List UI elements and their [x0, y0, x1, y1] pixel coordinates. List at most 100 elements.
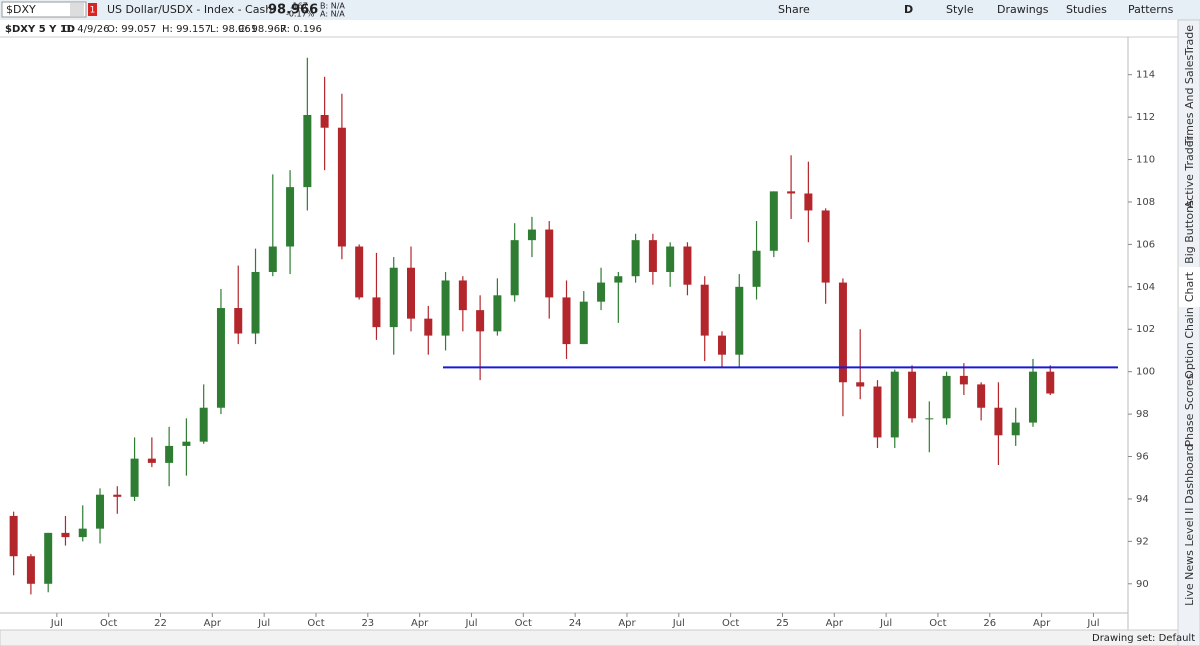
alert-count: 1: [90, 6, 96, 16]
side-tab[interactable]: Dashboard: [1183, 444, 1196, 504]
candle-body: [787, 191, 796, 194]
y-tick-label: 92: [1136, 536, 1149, 547]
description: US Dollar/USDX - Index - Cash: [107, 3, 272, 16]
drawing-set[interactable]: Drawing set: Default: [1092, 633, 1195, 644]
candle-body: [631, 240, 640, 277]
candle-body: [407, 267, 416, 319]
candle-body: [942, 375, 951, 419]
x-tick-label: 22: [154, 618, 167, 629]
candle-body: [147, 458, 156, 463]
candle-body: [61, 532, 70, 538]
candle-body: [251, 271, 260, 334]
info-range: R: 0.196: [280, 24, 322, 35]
side-tab-bar: [1177, 19, 1200, 646]
style-button[interactable]: Style: [946, 3, 974, 16]
x-tick-label: Oct: [722, 618, 739, 629]
candle-body: [977, 384, 986, 408]
candle-body: [320, 115, 329, 128]
candle-body: [441, 280, 450, 336]
y-tick-label: 94: [1136, 494, 1149, 505]
info-low: L: 98.961: [210, 24, 257, 35]
candle-body: [78, 528, 87, 538]
candle-body: [752, 250, 761, 287]
x-tick-label: Jul: [50, 618, 63, 629]
candle-body: [216, 308, 225, 408]
period-button[interactable]: D: [904, 3, 913, 16]
candle-body: [821, 210, 830, 283]
x-tick-label: 24: [569, 618, 582, 629]
candle-body: [890, 371, 899, 438]
candle-body: [26, 556, 35, 584]
side-tab[interactable]: Chart: [1183, 271, 1196, 302]
x-tick-label: 23: [361, 618, 374, 629]
side-tab[interactable]: Times And Sales: [1183, 55, 1196, 147]
candle-body: [597, 282, 606, 302]
x-tick-label: 25: [776, 618, 789, 629]
candle-body: [493, 295, 502, 332]
candle-body: [562, 297, 571, 345]
candle-body: [959, 375, 968, 385]
side-tab[interactable]: Phase Scores: [1183, 373, 1196, 446]
x-tick-label: 26: [983, 618, 996, 629]
dropdown[interactable]: [70, 3, 84, 16]
candle-body: [648, 240, 657, 272]
y-tick-label: 96: [1136, 452, 1149, 463]
studies-button[interactable]: Studies: [1066, 3, 1107, 16]
symbol-box[interactable]: [1, 1, 87, 18]
candle-body: [44, 532, 53, 584]
alert-badge[interactable]: [88, 3, 97, 16]
info-close: C: 98.967: [238, 24, 287, 35]
candle-body: [337, 127, 346, 247]
side-tab[interactable]: Option Chain: [1183, 307, 1196, 379]
candle-body: [1046, 371, 1055, 394]
change: .167: [290, 2, 308, 11]
side-tab[interactable]: Active Trader: [1183, 135, 1196, 208]
info-date: D: 4/9/26: [63, 24, 109, 35]
candle-body: [994, 407, 1003, 436]
share-button[interactable]: Share: [778, 3, 810, 16]
x-tick-label: Oct: [929, 618, 946, 629]
drawings-button[interactable]: Drawings: [997, 3, 1049, 16]
candle-body: [182, 441, 191, 446]
x-tick-label: Oct: [307, 618, 324, 629]
y-tick-label: 114: [1136, 70, 1155, 81]
candle-body: [389, 267, 398, 328]
candle-body: [838, 282, 847, 383]
info-open: O: 99.057: [107, 24, 156, 35]
x-tick-label: Jul: [257, 618, 270, 629]
y-tick-label: 106: [1136, 239, 1155, 250]
candle-body: [286, 187, 295, 247]
patterns-button[interactable]: Patterns: [1128, 3, 1174, 16]
candle-body: [908, 371, 917, 419]
y-tick-label: 90: [1136, 579, 1149, 590]
x-tick-label: Apr: [826, 618, 844, 629]
candle-body: [458, 280, 467, 311]
candle-body: [804, 193, 813, 211]
candle-body: [1028, 371, 1037, 423]
candle-body: [856, 382, 865, 387]
candle-body: [96, 494, 105, 529]
side-tab[interactable]: Level II: [1183, 507, 1196, 546]
change-pct: -0.17%: [286, 10, 315, 19]
candle-body: [476, 310, 485, 332]
candle-body: [735, 286, 744, 355]
y-tick-label: 112: [1136, 112, 1155, 123]
x-tick-label: Apr: [1033, 618, 1051, 629]
x-tick-label: Apr: [411, 618, 429, 629]
side-tab[interactable]: Trade: [1183, 25, 1196, 56]
y-tick-label: 110: [1136, 155, 1155, 166]
x-tick-label: Oct: [100, 618, 117, 629]
side-tab[interactable]: Live News: [1183, 550, 1196, 606]
x-tick-label: Jul: [672, 618, 685, 629]
bid: B: N/A: [320, 2, 345, 11]
info-high: H: 99.157: [162, 24, 211, 35]
candle-body: [199, 407, 208, 442]
candle-body: [165, 445, 174, 463]
candle-body: [510, 240, 519, 296]
side-tab[interactable]: Big Buttons: [1183, 200, 1196, 264]
candle-body: [579, 301, 588, 345]
candle-body: [268, 246, 277, 272]
last-price: 98.966: [268, 3, 318, 18]
